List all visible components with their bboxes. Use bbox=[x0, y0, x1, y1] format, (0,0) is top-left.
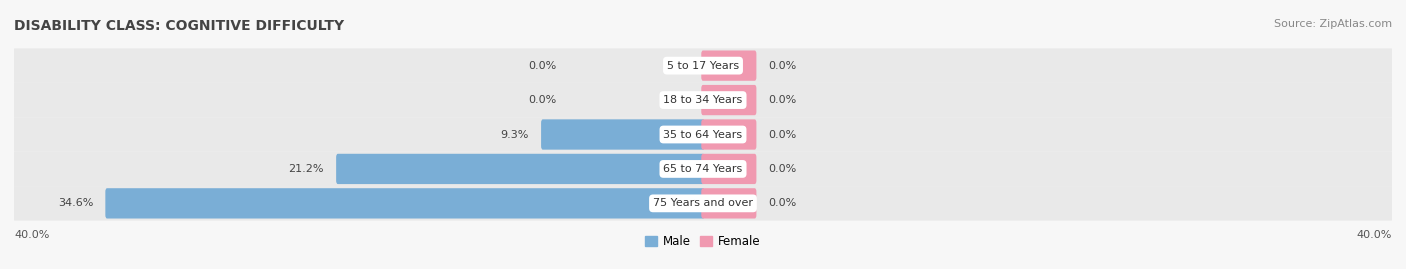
FancyBboxPatch shape bbox=[702, 85, 756, 115]
Text: 0.0%: 0.0% bbox=[769, 198, 797, 208]
FancyBboxPatch shape bbox=[702, 188, 756, 218]
Text: 21.2%: 21.2% bbox=[288, 164, 323, 174]
FancyBboxPatch shape bbox=[14, 152, 1392, 186]
Text: 18 to 34 Years: 18 to 34 Years bbox=[664, 95, 742, 105]
FancyBboxPatch shape bbox=[702, 51, 756, 81]
FancyBboxPatch shape bbox=[14, 117, 1392, 152]
FancyBboxPatch shape bbox=[541, 119, 704, 150]
FancyBboxPatch shape bbox=[14, 48, 1392, 83]
Text: Source: ZipAtlas.com: Source: ZipAtlas.com bbox=[1274, 19, 1392, 29]
FancyBboxPatch shape bbox=[702, 119, 756, 150]
FancyBboxPatch shape bbox=[105, 188, 704, 218]
FancyBboxPatch shape bbox=[702, 154, 756, 184]
Text: 35 to 64 Years: 35 to 64 Years bbox=[664, 129, 742, 140]
FancyBboxPatch shape bbox=[14, 83, 1392, 117]
Legend: Male, Female: Male, Female bbox=[641, 230, 765, 253]
Text: 0.0%: 0.0% bbox=[769, 61, 797, 71]
FancyBboxPatch shape bbox=[336, 154, 704, 184]
Text: 9.3%: 9.3% bbox=[501, 129, 529, 140]
Text: 40.0%: 40.0% bbox=[1357, 230, 1392, 240]
Text: 0.0%: 0.0% bbox=[529, 61, 557, 71]
Text: 0.0%: 0.0% bbox=[529, 95, 557, 105]
Text: 65 to 74 Years: 65 to 74 Years bbox=[664, 164, 742, 174]
Text: DISABILITY CLASS: COGNITIVE DIFFICULTY: DISABILITY CLASS: COGNITIVE DIFFICULTY bbox=[14, 19, 344, 33]
Text: 5 to 17 Years: 5 to 17 Years bbox=[666, 61, 740, 71]
Text: 0.0%: 0.0% bbox=[769, 129, 797, 140]
Text: 40.0%: 40.0% bbox=[14, 230, 49, 240]
Text: 34.6%: 34.6% bbox=[58, 198, 93, 208]
Text: 0.0%: 0.0% bbox=[769, 95, 797, 105]
Text: 0.0%: 0.0% bbox=[769, 164, 797, 174]
FancyBboxPatch shape bbox=[14, 186, 1392, 221]
Text: 75 Years and over: 75 Years and over bbox=[652, 198, 754, 208]
